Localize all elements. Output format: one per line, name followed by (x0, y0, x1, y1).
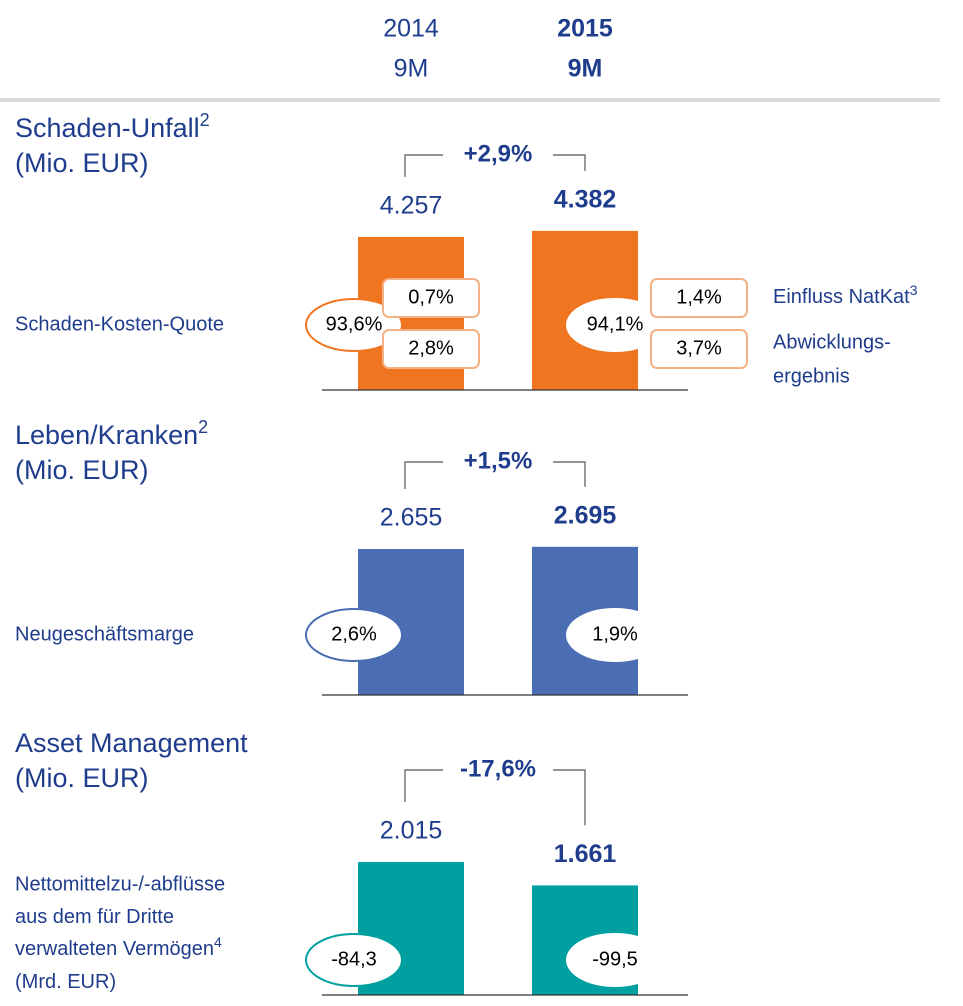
label-text: Einfluss NatKat (773, 286, 910, 308)
year-label: 2014 (383, 15, 439, 43)
metric-oval (305, 298, 403, 352)
change-bracket (404, 154, 586, 177)
metric-oval (305, 608, 403, 662)
detail-box (650, 278, 748, 318)
metric-oval (566, 608, 664, 662)
metric-value: 93,6% (326, 313, 383, 335)
metric-oval (305, 933, 403, 987)
period-label: 9M (394, 55, 429, 83)
metric-oval (566, 933, 664, 987)
superscript: 3 (910, 282, 918, 298)
metric-value: 1,9% (592, 623, 638, 645)
change-label: +1,5% (464, 447, 533, 474)
label: Abwicklungs- (773, 331, 891, 353)
value-label: 2.015 (380, 817, 443, 845)
label: verwalteten Vermögen4 (15, 934, 222, 961)
label: aus dem für Dritte (15, 906, 174, 928)
change-bracket (404, 461, 586, 490)
label-text: verwalteten Vermögen (15, 938, 214, 960)
value-label: 2.695 (554, 501, 617, 529)
year-label: 2015 (557, 15, 613, 43)
superscript: 2 (198, 417, 208, 437)
metric-oval (566, 298, 664, 352)
panel-unit: (Mio. EUR) (15, 763, 149, 793)
detail-value: 2,8% (408, 337, 454, 359)
panel-title: Leben/Kranken2 (15, 417, 208, 450)
panel-unit: (Mio. EUR) (15, 148, 149, 178)
panel-unit: (Mio. EUR) (15, 455, 149, 485)
change-label: +2,9% (464, 140, 533, 167)
metric-value: -99,5 (592, 948, 638, 970)
value-label: 4.382 (554, 185, 617, 213)
period-label: 9M (568, 55, 603, 83)
detail-box (382, 329, 480, 369)
value-label: 2.655 (380, 504, 443, 532)
label: Schaden-Kosten-Quote (15, 313, 224, 335)
label: Einfluss NatKat3 (773, 282, 918, 309)
panel-title: Schaden-Unfall2 (15, 110, 210, 143)
detail-value: 1,4% (676, 286, 722, 308)
label: ergebnis (773, 365, 850, 387)
change-label: -17,6% (460, 755, 536, 782)
detail-box (650, 329, 748, 369)
label: Neugeschäftsmarge (15, 623, 194, 645)
title-text: Asset Management (15, 728, 248, 758)
metric-value: -84,3 (331, 948, 377, 970)
value-label: 4.257 (380, 192, 443, 220)
detail-box (382, 278, 480, 318)
label: Nettomittelzu-/-abflüsse (15, 873, 225, 895)
title-text: Schaden-Unfall (15, 113, 200, 143)
change-bracket (404, 769, 586, 826)
detail-value: 3,7% (676, 337, 722, 359)
title-text: Leben/Kranken (15, 420, 198, 450)
metric-value: 94,1% (587, 313, 644, 335)
superscript: 2 (200, 110, 210, 130)
detail-value: 0,7% (408, 286, 454, 308)
metric-value: 2,6% (331, 623, 377, 645)
panel-title: Asset Management (15, 728, 248, 758)
label: (Mrd. EUR) (15, 971, 116, 993)
value-label: 1.661 (554, 840, 617, 868)
superscript: 4 (214, 934, 222, 950)
